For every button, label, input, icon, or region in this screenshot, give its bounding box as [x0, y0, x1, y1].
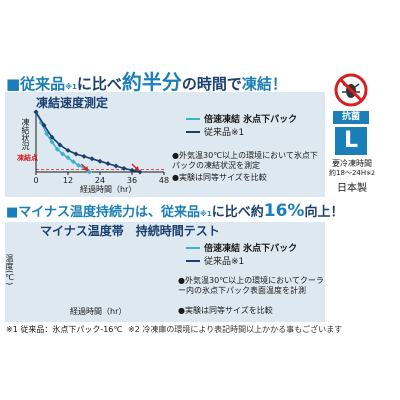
- highlight-arrowhead: [134, 166, 139, 171]
- no-bacteria-icon: [334, 73, 368, 107]
- x-tick-label: 0: [33, 176, 38, 185]
- temp-duration-panel: [5, 222, 325, 322]
- data-point: [81, 153, 87, 159]
- data-point: [105, 161, 111, 167]
- bullet-text: ●外気温30℃以上の環境において氷点下パックの凍結状況を測定: [172, 151, 318, 170]
- headline-note: ※1: [65, 83, 77, 91]
- data-point: [65, 147, 71, 153]
- data-point: [60, 151, 66, 157]
- headline-emphasis: 16%: [263, 201, 305, 221]
- series-line-0: [35, 111, 90, 173]
- freeze-speed-xlabel: 経過時間（hr）: [80, 185, 137, 194]
- bullet-text: ●外気温30℃以上の環境においてクーラー内の氷点下パック表面温度を計測: [178, 276, 324, 295]
- data-point: [33, 109, 39, 115]
- freeze-time-value: 約18〜24H※2: [326, 168, 378, 178]
- data-point: [70, 159, 76, 165]
- freeze-speed-chart-title: 凍結速度測定: [36, 96, 109, 110]
- legend-line-conventional: [186, 131, 200, 133]
- footnote-1: ※1 従来品：氷点下パック-16℃: [6, 324, 122, 335]
- data-point: [49, 134, 55, 140]
- data-point: [97, 158, 103, 164]
- headline-part: に比べ約: [211, 205, 264, 220]
- headline-part: に比べ: [76, 75, 122, 93]
- data-point: [129, 167, 135, 173]
- x-tick-label: 48: [159, 176, 169, 185]
- data-point: [76, 162, 82, 168]
- section1-headline: ■従来品※1に比べ約半分の時間で凍結！: [6, 66, 287, 95]
- freeze-time-label: 要冷凍時間: [332, 159, 372, 168]
- legend-line-fast: [186, 247, 200, 249]
- data-point: [57, 142, 63, 148]
- section2-headline: ■マイナス温度持続力は、従来品※1に比べ約16%向上！: [6, 201, 343, 221]
- data-point: [54, 146, 60, 152]
- headline-part: の時間で: [181, 75, 242, 93]
- data-point: [121, 165, 127, 171]
- headline-emphasis: 約半分: [121, 70, 182, 94]
- bullet-text: ●実験は同等サイズを比較: [172, 173, 267, 182]
- footnote-1-text: ※1 従来品：氷点下パック-16℃: [6, 325, 123, 334]
- bullet-text: ●実験は同等サイズを比較: [178, 306, 273, 315]
- highlight-arrowhead: [83, 166, 89, 171]
- legend-label-conventional: 従来品※1: [204, 128, 245, 138]
- legend-label-conventional: 従来品※1: [204, 257, 245, 267]
- temp-duration-xlabel: 経過時間（hr）: [70, 307, 127, 316]
- data-point: [41, 122, 47, 128]
- data-point: [89, 156, 95, 162]
- footnote-2: ※2 冷凍庫の環境により表記時間以上かかる事もございます: [128, 325, 343, 334]
- data-point: [65, 155, 71, 161]
- made-in-japan: 日本製: [337, 183, 367, 194]
- freeze-time-value-text: 約18〜24H: [329, 169, 367, 177]
- headline-emphasis: 凍結！: [241, 75, 287, 93]
- freeze-speed-ylabel: 凍結状況: [21, 118, 30, 150]
- headline-part: 向上！: [304, 205, 344, 220]
- data-point: [73, 151, 79, 157]
- headline-part: ■マイナス温度持続力は、従来品: [6, 205, 201, 220]
- headline-part: ■従来品: [6, 75, 66, 93]
- x-tick-label: 36: [127, 176, 137, 185]
- antibacterial-tag: 抗菌: [333, 111, 369, 124]
- temp-duration-ylabel: 温度(℃): [5, 254, 14, 286]
- data-point: [49, 139, 55, 145]
- x-tick-label: 12: [63, 176, 73, 185]
- legend-label-fast: 倍速凍結 氷点下パック: [204, 244, 298, 254]
- legend-line-conventional: [186, 260, 200, 262]
- freeze-time-note: ※2: [366, 170, 375, 177]
- legend-label-fast: 倍速凍結 氷点下パック: [204, 115, 298, 125]
- x-tick-label: 24: [95, 176, 105, 185]
- headline-note: ※1: [200, 210, 212, 218]
- size-tag: L: [335, 127, 367, 155]
- freeze-point-label: 凍結点: [17, 154, 38, 162]
- temp-duration-chart-title: マイナス温度帯 持続時間テスト: [40, 224, 220, 238]
- legend-line-fast: [186, 118, 200, 120]
- data-point: [113, 163, 119, 169]
